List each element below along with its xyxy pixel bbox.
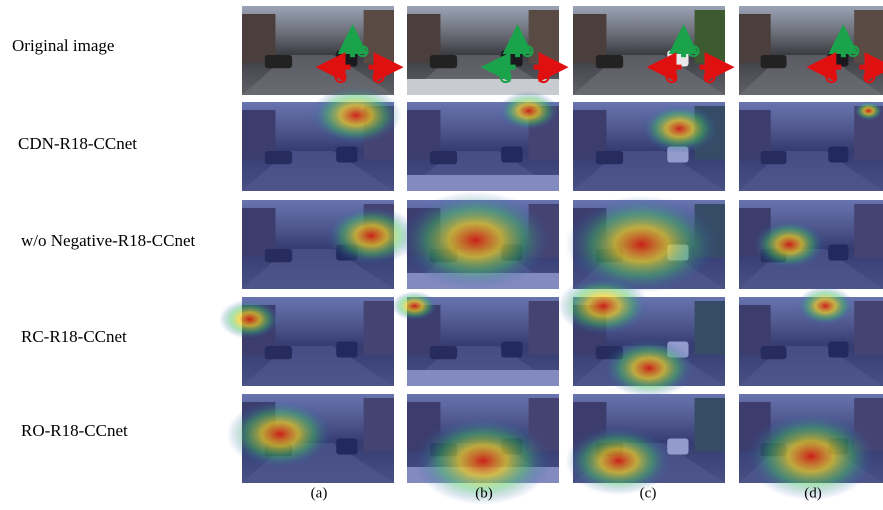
image-tile — [227, 394, 394, 483]
car — [430, 55, 457, 68]
heatmap-blob — [399, 191, 551, 289]
row-label: w/o Negative-R18-CCnet — [21, 231, 195, 250]
building — [529, 10, 559, 63]
image-tile — [739, 394, 883, 500]
heatmap-blob — [641, 104, 717, 153]
column-label: (d) — [804, 485, 822, 501]
row-label: CDN-R18-CCnet — [18, 134, 137, 153]
heatmap-blob — [392, 291, 438, 320]
image-tile — [242, 86, 402, 191]
row-label: Original image — [12, 36, 114, 55]
row-label: RO-R18-CCnet — [21, 421, 128, 440]
image-tile — [392, 291, 559, 386]
image-tile — [219, 297, 394, 386]
heatmap-blob — [310, 86, 401, 145]
image-tile — [573, 6, 725, 95]
building — [695, 10, 725, 63]
heatmap-blob — [797, 286, 855, 325]
car — [761, 55, 787, 68]
figure: Original image CDN-R18-CCnet w/o Negativ… — [0, 0, 883, 510]
heatmap-blob — [603, 339, 694, 398]
image-tile — [242, 200, 417, 289]
image-tile — [739, 6, 883, 95]
image-tile — [242, 6, 394, 95]
column-label: (c) — [640, 485, 657, 501]
image-tile — [399, 191, 559, 289]
heatmap-blob — [219, 300, 280, 339]
image-tile — [573, 102, 725, 191]
image-tile — [739, 286, 883, 386]
heatmap-blob — [753, 220, 825, 269]
car — [596, 55, 623, 68]
heatmap-blob — [558, 277, 649, 336]
heatmap-blob — [227, 400, 333, 469]
image-tile — [407, 6, 559, 95]
image-grid — [219, 6, 883, 505]
image-tile — [739, 200, 883, 289]
building — [854, 10, 883, 63]
heatmap-blob — [854, 101, 883, 121]
car — [265, 55, 292, 68]
building — [364, 10, 394, 63]
image-tile — [565, 394, 725, 495]
heatmap-blob — [498, 91, 559, 130]
image-tile — [407, 91, 559, 191]
image-tile — [739, 101, 883, 191]
column-label: (a) — [311, 485, 328, 501]
image-tile — [558, 277, 725, 398]
row-label: RC-R18-CCnet — [21, 327, 127, 346]
column-label: (b) — [475, 485, 493, 501]
